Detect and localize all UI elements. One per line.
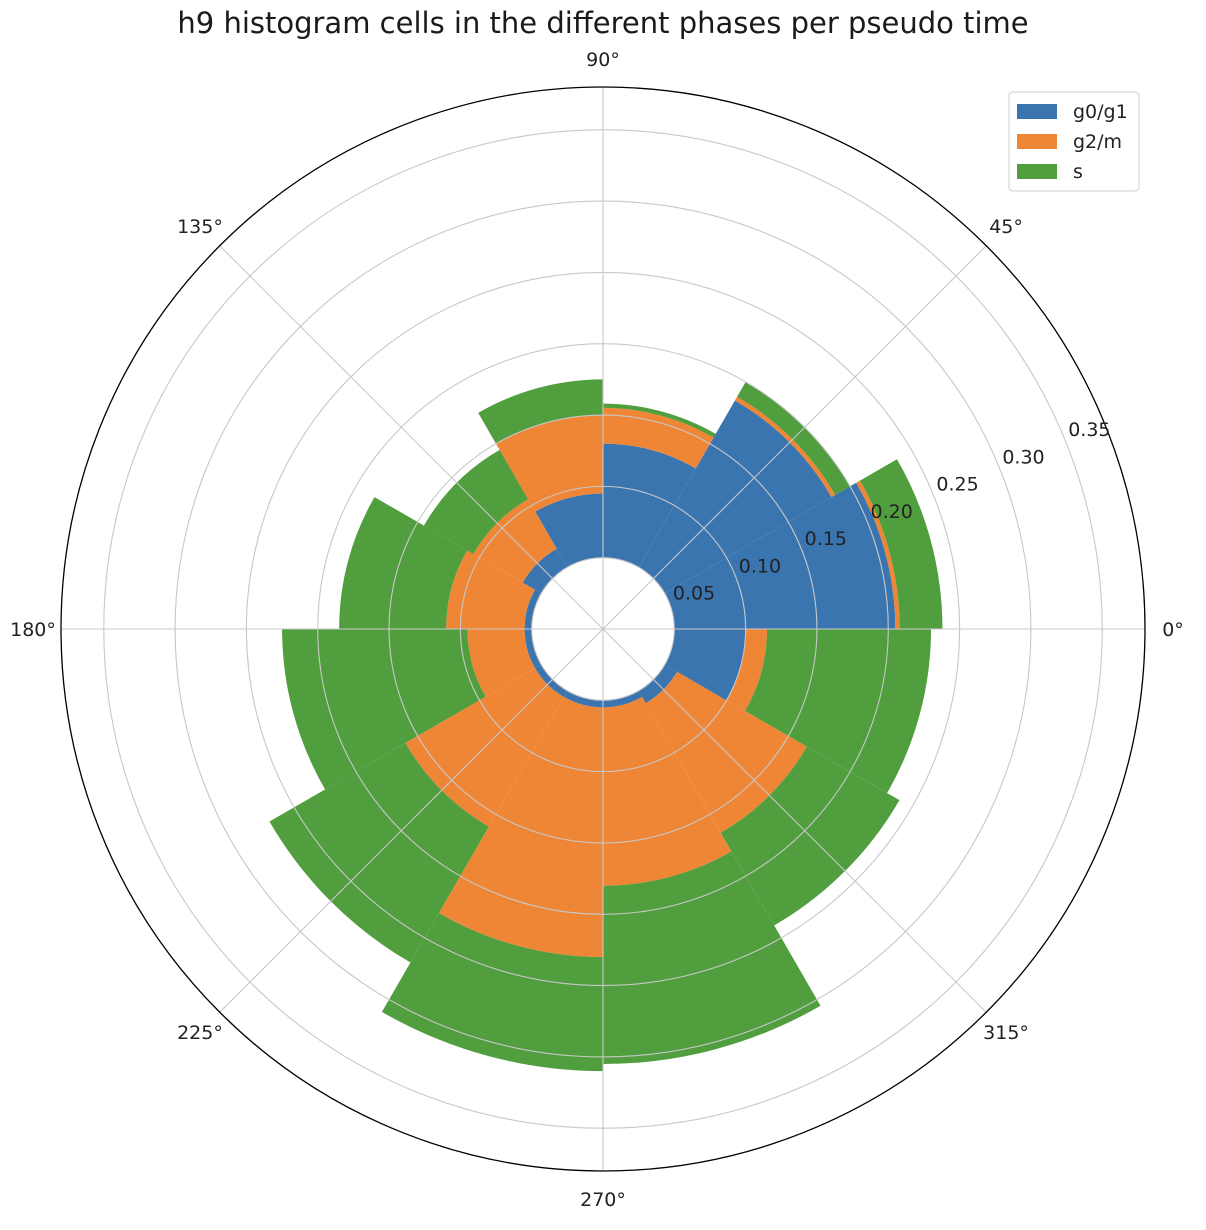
angle-gridline [602,245,987,630]
bar-g2-m-345 [726,629,768,712]
bar-g2-m-285 [603,696,732,886]
legend-swatch [1017,104,1057,119]
bar-g0-g1-15 [664,482,896,629]
theta-tick-label: 0° [1162,619,1184,641]
r-tick-label: 0.05 [673,583,715,605]
bar-g0-g1-165 [524,589,542,629]
bar-s-255 [381,913,603,1072]
theta-tick-label: 270° [580,1189,626,1211]
grid-layer [61,87,1145,1171]
angle-gridline [602,628,987,1013]
bar-g0-g1-285 [603,690,643,708]
angle-gridline [219,245,604,630]
bar-g2-m-195 [467,629,536,697]
theta-tick-label: 135° [177,216,223,238]
theta-tick-label: 225° [177,1022,223,1044]
theta-tick-label: 180° [10,619,56,641]
chart-title: h9 histogram cells in the different phas… [177,6,1029,40]
bar-s-285 [603,851,821,1065]
legend-label: g2/m [1073,131,1122,153]
bars-layer [269,379,943,1072]
bar-s-105 [478,379,603,444]
angle-tick-labels: 0° 45° 90° 135° 180° 225° 270° 315° [10,49,1184,1211]
bar-g0-g1-105 [535,493,603,568]
bar-g2-m-165 [446,550,536,629]
bar-g0-g1-195 [524,629,542,669]
r-tick-label: 0.30 [1002,446,1044,468]
bar-s-345 [745,629,932,794]
legend-label: g0/g1 [1073,101,1128,123]
r-tick-label: 0.35 [1068,419,1110,441]
theta-tick-label: 90° [586,49,620,71]
bar-g2-m-105 [496,415,603,512]
radial-tick-labels: 0.05 0.10 0.15 0.20 0.25 0.30 0.35 [673,419,1111,605]
legend-label: s [1073,161,1083,183]
bar-s-165 [339,497,468,629]
bar-g0-g1-345 [664,629,746,701]
bar-g0-g1-255 [563,690,603,708]
bar-s-195 [282,629,486,790]
bar-g0-g1-75 [603,443,696,568]
angle-gridline [219,628,604,1013]
r-tick-label: 0.10 [739,555,781,577]
theta-tick-label: 45° [989,216,1023,238]
bar-g2-m-75 [603,407,714,469]
bar-s-75 [603,403,716,438]
bar-s-15 [859,459,943,629]
theta-tick-label: 315° [983,1022,1029,1044]
r-tick-label: 0.15 [805,528,847,550]
r-tick-label: 0.20 [871,501,913,523]
r-tick-label: 0.25 [936,474,978,496]
outer-frame [60,86,1146,1172]
bar-g2-m-15 [856,480,900,629]
legend: g0/g1 g2/m s [1008,91,1140,192]
legend-swatch [1017,134,1057,149]
legend-swatch [1017,164,1057,179]
